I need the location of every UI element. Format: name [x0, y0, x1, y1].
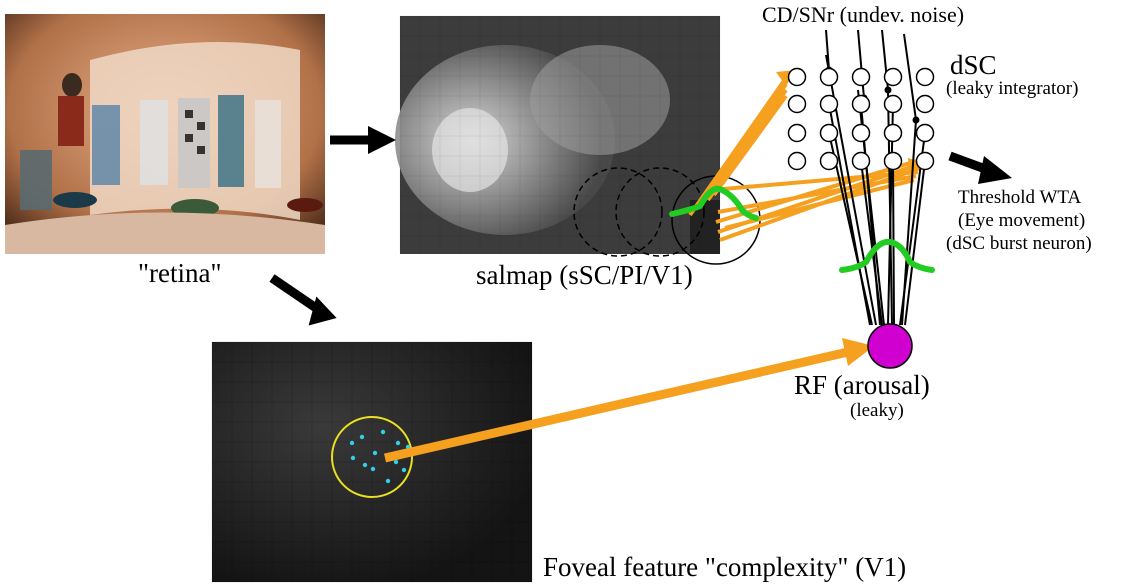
feature-dot	[362, 462, 368, 468]
rf-neuron	[867, 323, 913, 369]
rf-label: RF (arousal)	[794, 370, 930, 400]
salmap-image	[395, 15, 761, 265]
wta-label-2: (Eye movement)	[958, 210, 1086, 231]
rf-sub-label: (leaky)	[850, 400, 904, 421]
dsc-neuron	[787, 67, 807, 87]
feature-dot	[370, 466, 376, 472]
feature-dot	[350, 455, 356, 461]
dsc-activity-bump	[839, 238, 935, 273]
retina-image	[5, 14, 325, 254]
dsc-neuron	[915, 67, 935, 87]
feature-dot	[349, 440, 355, 446]
retina-label: "retina"	[138, 258, 222, 288]
arrow-dsc-to-wta	[948, 151, 1012, 184]
foveal-image	[211, 341, 533, 583]
dsc-neuron	[883, 151, 903, 171]
dsc-neuron	[915, 151, 935, 171]
dsc-neuron	[883, 94, 903, 114]
wta-label-1: Threshold WTA	[958, 187, 1082, 208]
feature-dot	[395, 440, 401, 446]
dsc-neuron	[819, 123, 839, 143]
fovea-circle	[331, 416, 413, 498]
wta-label-3: (dSC burst neuron)	[946, 233, 1092, 254]
dsc-neuron	[819, 151, 839, 171]
feature-dot	[385, 478, 391, 484]
feature-dot	[401, 467, 407, 473]
feature-dot	[393, 459, 399, 465]
dsc-neuron	[787, 123, 807, 143]
foveal-label: Foveal feature "complexity" (V1)	[543, 552, 907, 582]
dsc-neuron	[851, 67, 871, 87]
dsc-neuron	[819, 67, 839, 87]
dsc-neuron	[883, 123, 903, 143]
dsc-neuron	[787, 94, 807, 114]
cdsnr-label: CD/SNr (undev. noise)	[762, 2, 965, 27]
feature-dot	[372, 450, 378, 456]
dsc-neuron	[915, 94, 935, 114]
arrow-retina-to-foveal	[269, 274, 337, 326]
dsc-neuron	[787, 151, 807, 171]
dsc-sub-label: (leaky integrator)	[946, 78, 1079, 99]
dsc-neuron	[915, 123, 935, 143]
arrow-foveal-to-rf	[383, 338, 874, 463]
feature-dot	[380, 429, 386, 435]
dsc-neuron	[883, 67, 903, 87]
dsc-neuron	[851, 123, 871, 143]
feature-dot	[359, 434, 365, 440]
dsc-neuron	[851, 94, 871, 114]
arrow-retina-to-salmap	[330, 126, 396, 154]
dsc-neuron	[819, 94, 839, 114]
dsc-neuron	[851, 151, 871, 171]
salmap-activity-bump	[669, 185, 759, 221]
dsc-label: dSC	[950, 50, 997, 80]
dsc-neuron-grid	[787, 67, 935, 171]
salmap-label: salmap (sSC/PI/V1)	[476, 260, 693, 290]
